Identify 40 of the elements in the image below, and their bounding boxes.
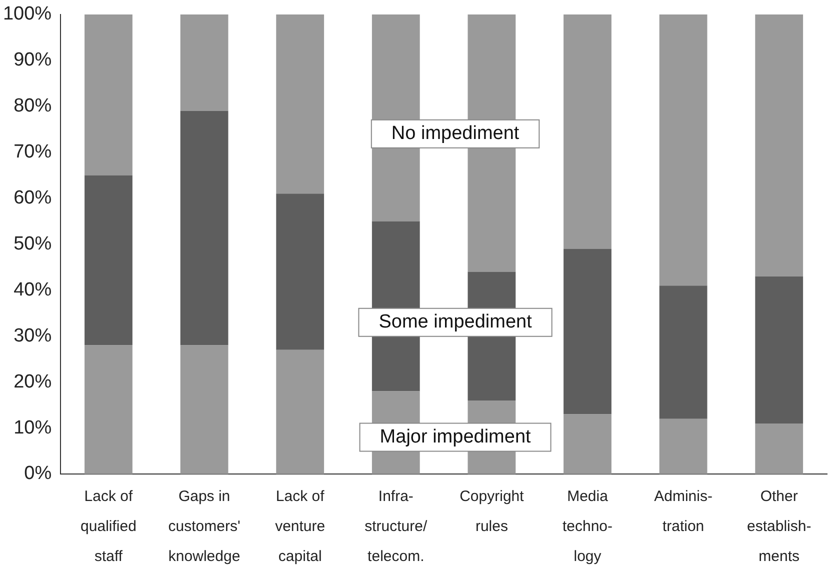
bar (84, 175, 132, 346)
bar (276, 194, 324, 350)
y-tick-label: 100% (2, 4, 52, 25)
x-tick-label: Infra-structure/ telecom. (364, 488, 428, 566)
y-tick-label: 20% (14, 371, 52, 392)
bar (180, 14, 228, 111)
x-tick-label: Adminis-tration (654, 488, 712, 536)
bar (755, 276, 804, 424)
bar (564, 14, 612, 249)
bar (276, 350, 324, 474)
series-label: Major impediment (380, 426, 532, 448)
y-tick-label: 90% (14, 50, 52, 71)
x-tick-label: Copyright rules (460, 488, 525, 536)
bar (180, 110, 228, 346)
bar (755, 14, 804, 276)
x-tick-label: Lack of venture capital (275, 488, 326, 566)
y-tick-label: 10% (14, 417, 52, 438)
series-label: Some impediment (378, 312, 533, 333)
series-label: No impediment (391, 123, 520, 144)
x-tick-label: Lack of qualified staff (80, 488, 136, 566)
bar (659, 418, 708, 474)
y-tick-label: 80% (14, 96, 52, 117)
bar (84, 345, 132, 474)
bar (180, 345, 228, 474)
y-tick-label: 40% (14, 279, 52, 300)
bar (564, 248, 612, 414)
y-tick-label: 50% (14, 233, 52, 254)
bar (659, 286, 708, 419)
y-tick-label: 60% (14, 187, 52, 208)
bar (84, 14, 132, 176)
y-tick-label: 0% (24, 463, 52, 484)
bar (755, 423, 804, 474)
x-tick-label: Media techno-logy (562, 488, 613, 566)
bar (564, 414, 612, 474)
y-tick-label: 30% (14, 325, 52, 346)
y-tick-label: 70% (14, 142, 52, 163)
bar (659, 14, 708, 286)
bar (276, 14, 324, 194)
x-tick-label: Other establish-ments (747, 488, 812, 566)
x-tick-label: Gaps in customers' knowledge (168, 488, 240, 566)
